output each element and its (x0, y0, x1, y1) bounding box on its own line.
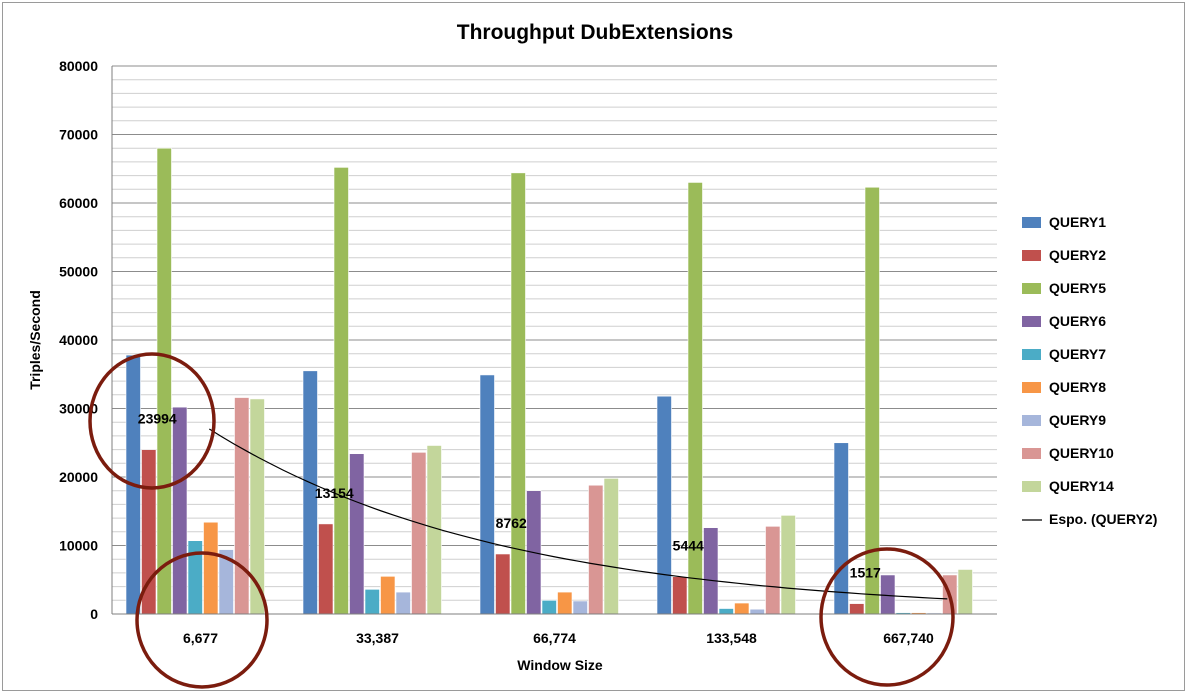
axes (111, 66, 997, 615)
legend-label: Espo. (QUERY2) (1049, 511, 1157, 527)
y-tick-label: 40000 (59, 332, 98, 348)
data-label-query2: 13154 (315, 485, 354, 501)
legend-label: QUERY2 (1049, 247, 1106, 263)
bar-query7-3 (718, 608, 734, 615)
bar-query8-2 (557, 591, 573, 615)
bar-query14-2 (603, 478, 619, 615)
legend-swatch-query9 (1022, 415, 1041, 426)
bar-query8-0 (203, 521, 219, 615)
bar-query10-3 (765, 526, 781, 615)
y-axis-label: Triples/Second (27, 290, 43, 390)
legend-swatch-query1 (1022, 217, 1041, 228)
bar-query1-3 (656, 395, 672, 615)
legend: QUERY1 QUERY2 QUERY5 QUERY6 QUERY7 QUERY8 QUER… (1022, 214, 1157, 527)
x-tick-label: 66,774 (533, 630, 576, 646)
legend-label: QUERY6 (1049, 313, 1106, 329)
bar-query14-3 (780, 515, 796, 615)
y-tick-label: 50000 (59, 264, 98, 280)
x-axis-ticks: 6,677 33,387 66,774 133,548 667,740 (183, 630, 934, 646)
annotation-circle (819, 547, 955, 687)
bar-query7-2 (541, 599, 557, 615)
bar-query7-1 (364, 589, 380, 615)
legend-label: QUERY7 (1049, 346, 1106, 362)
bar-query8-3 (734, 602, 750, 615)
legend-label: QUERY14 (1049, 478, 1114, 494)
y-tick-label: 10000 (59, 538, 98, 554)
legend-swatch-query7 (1022, 349, 1041, 360)
bar-query2-4 (849, 603, 865, 615)
legend-label: QUERY10 (1049, 445, 1114, 461)
annotation-circle (135, 551, 269, 689)
bar-query9-3 (749, 608, 765, 615)
bar-query1-4 (833, 442, 849, 615)
y-tick-label: 60000 (59, 195, 98, 211)
bar-query6-1 (349, 453, 365, 615)
legend-swatch-query2 (1022, 250, 1041, 261)
y-tick-label: 30000 (59, 401, 98, 417)
bar-query2-3 (672, 576, 688, 615)
data-label-query2: 8762 (496, 515, 527, 531)
bar-query6-0 (172, 406, 188, 615)
y-tick-label: 0 (90, 606, 98, 622)
bar-query2-2 (495, 553, 511, 615)
bar-query2-1 (318, 523, 334, 615)
bar-query6-3 (703, 527, 719, 615)
bar-query10-0 (234, 397, 250, 615)
legend-label: QUERY8 (1049, 379, 1106, 395)
bar-query8-1 (380, 576, 396, 615)
bar-query10-2 (588, 484, 604, 615)
y-axis-ticks: 0 10000 20000 30000 40000 50000 60000 70000 8000… (59, 58, 98, 622)
data-label-query2: 23994 (138, 411, 177, 427)
bar-query9-2 (572, 600, 588, 615)
legend-swatch-query14 (1022, 481, 1041, 492)
x-tick-label: 667,740 (883, 630, 934, 646)
bar-query5-0 (156, 147, 172, 615)
chart-title: Throughput DubExtensions (457, 21, 733, 44)
data-label-query2: 5444 (673, 538, 704, 554)
bar-query9-1 (395, 591, 411, 615)
annotations (88, 352, 955, 689)
legend-swatch-query5 (1022, 283, 1041, 294)
y-tick-label: 80000 (59, 58, 98, 74)
legend-label: QUERY1 (1049, 214, 1106, 230)
legend-label: QUERY9 (1049, 412, 1106, 428)
bar-query10-1 (411, 452, 427, 615)
data-label-query2: 1517 (850, 565, 881, 581)
x-tick-label: 6,677 (183, 630, 218, 646)
y-tick-label: 70000 (59, 127, 98, 143)
bar-query1-2 (479, 374, 495, 615)
x-tick-label: 33,387 (356, 630, 399, 646)
y-tick-label: 20000 (59, 469, 98, 485)
data-labels: 23994 13154 8762 5444 1517 (138, 411, 881, 581)
legend-swatch-query8 (1022, 382, 1041, 393)
legend-swatch-query6 (1022, 316, 1041, 327)
x-axis-label: Window Size (517, 657, 603, 673)
legend-swatch-query10 (1022, 448, 1041, 459)
bars (125, 147, 973, 615)
bar-query5-1 (333, 167, 349, 615)
annotation-circle (88, 352, 216, 490)
bar-query6-4 (880, 574, 896, 615)
legend-label: QUERY5 (1049, 280, 1106, 296)
x-tick-label: 133,548 (706, 630, 757, 646)
bar-query14-4 (957, 569, 973, 615)
